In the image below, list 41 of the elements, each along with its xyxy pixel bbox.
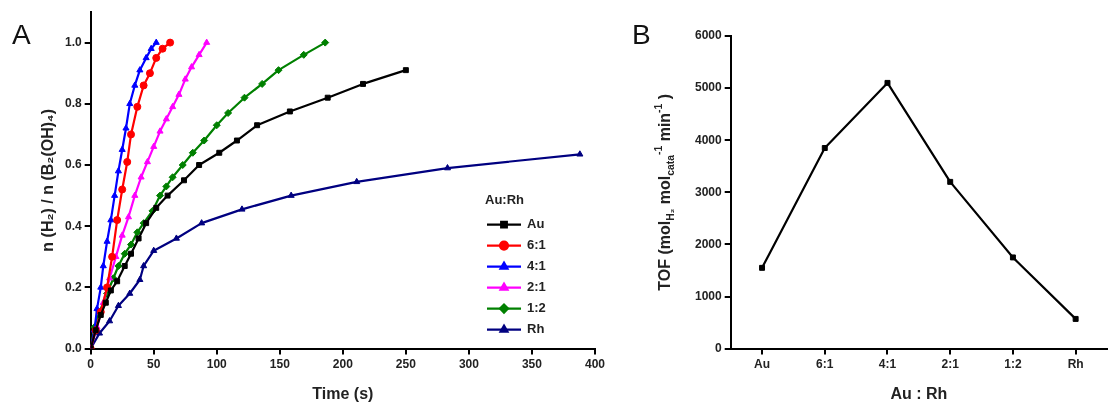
y-tick-label: 0.6: [64, 157, 82, 172]
y-tick-label: 5000: [694, 80, 723, 95]
x-tick-label: 0: [87, 357, 95, 372]
y-tick-label: 3000: [694, 184, 723, 199]
x-tick-label: Rh: [1067, 357, 1084, 372]
x-tick-label: 1:2: [1004, 357, 1022, 372]
x-tick-label: 300: [458, 357, 480, 372]
y-tick-label: 0.4: [64, 218, 82, 233]
x-tick-label: 6:1: [816, 357, 834, 372]
x-tick-label: 250: [395, 357, 417, 372]
x-tick-label: 150: [269, 357, 291, 372]
y-tick-label: 2000: [694, 236, 723, 251]
legend-label: 6:1: [527, 237, 546, 253]
x-tick-label: 350: [521, 357, 543, 372]
y-tick-label: 1.0: [64, 34, 82, 49]
x-tick-label: 2:1: [941, 357, 960, 372]
y-tick-label: 0.0: [64, 340, 82, 355]
x-tick-label: 100: [206, 357, 228, 372]
y-axis-title: TOF (molH₂ molcata-1 min-1 ): [653, 93, 677, 291]
x-tick-label: Au: [754, 357, 771, 372]
y-tick-label: 0: [715, 340, 723, 355]
legend-label: Au: [527, 216, 545, 232]
y-tick-label: 4000: [694, 132, 723, 147]
x-tick-label: 4:1: [878, 357, 897, 372]
x-axis-title: Time (s): [312, 384, 374, 402]
x-tick-label: 50: [147, 357, 161, 372]
legend-title: Au:Rh: [485, 192, 525, 208]
x-axis-title: Au : Rh: [890, 384, 948, 402]
chart-title: A: [12, 18, 31, 50]
x-tick-label: 400: [584, 357, 606, 372]
y-tick-label: 0.8: [64, 96, 82, 111]
legend-label: 1:2: [527, 300, 546, 316]
y-tick-label: 1000: [694, 288, 723, 303]
legend-label: Rh: [527, 321, 545, 337]
y-axis-title: n (H₂) / n (B₂(OH)₄): [38, 108, 56, 252]
legend-label: 4:1: [527, 258, 546, 274]
x-tick-label: 200: [332, 357, 354, 372]
legend-label: 2:1: [527, 279, 546, 295]
y-tick-label: 0.2: [64, 279, 82, 294]
y-tick-label: 6000: [694, 28, 723, 43]
chart-title: B: [632, 18, 651, 50]
